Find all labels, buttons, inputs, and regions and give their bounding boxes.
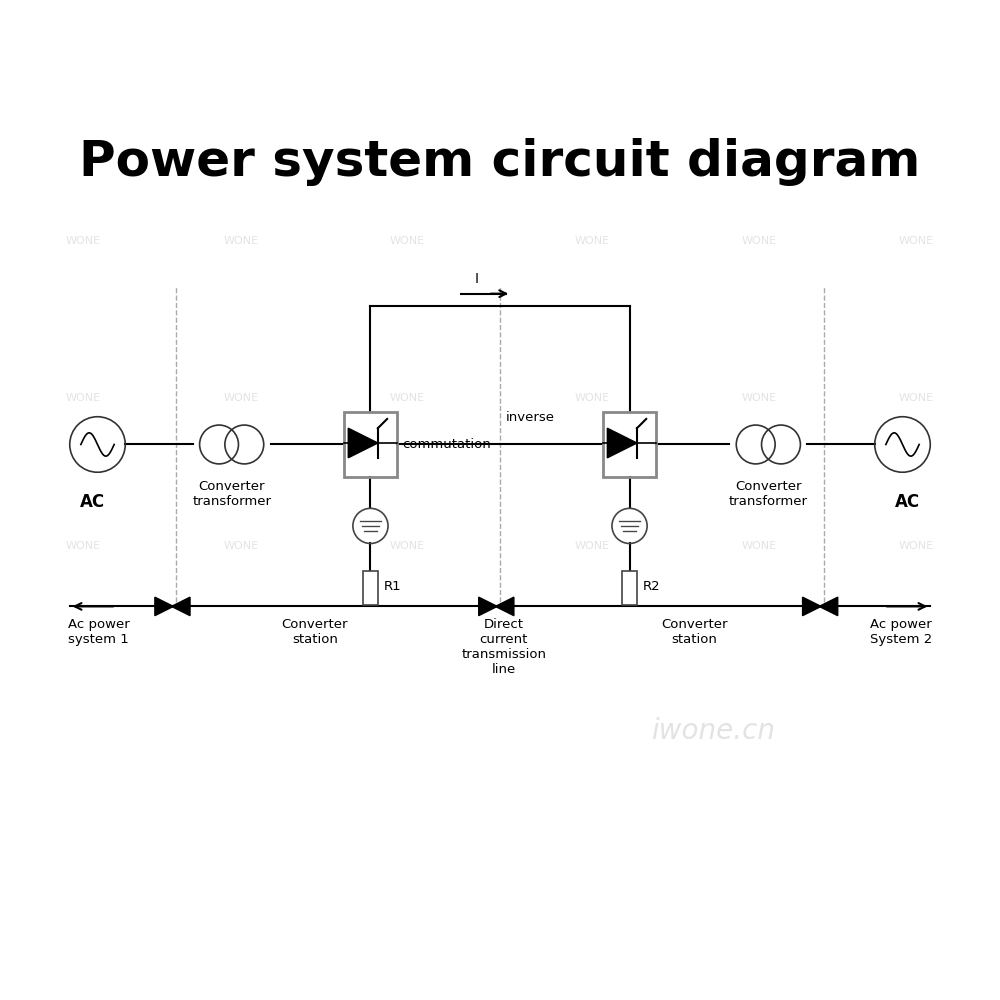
Text: WONE: WONE — [66, 541, 101, 551]
Polygon shape — [155, 597, 173, 616]
Polygon shape — [172, 597, 190, 616]
Text: WONE: WONE — [575, 236, 610, 246]
Bar — [363, 571, 378, 605]
Text: commutation: commutation — [402, 438, 491, 451]
Polygon shape — [495, 597, 514, 616]
Bar — [622, 571, 637, 605]
Text: WONE: WONE — [66, 393, 101, 403]
Text: WONE: WONE — [390, 393, 425, 403]
Text: Converter
transformer: Converter transformer — [729, 480, 808, 508]
Text: WONE: WONE — [66, 236, 101, 246]
Text: Power system circuit diagram: Power system circuit diagram — [79, 138, 921, 186]
Text: R1: R1 — [383, 580, 401, 593]
Text: WONE: WONE — [899, 236, 934, 246]
Text: WONE: WONE — [575, 393, 610, 403]
Text: WONE: WONE — [390, 236, 425, 246]
Text: Direct
current
transmission
line: Direct current transmission line — [461, 618, 546, 676]
Text: I: I — [475, 272, 479, 286]
Text: Ac power
system 1: Ac power system 1 — [68, 618, 130, 646]
Text: WONE: WONE — [390, 541, 425, 551]
Text: WONE: WONE — [742, 541, 777, 551]
Text: Ac power
System 2: Ac power System 2 — [870, 618, 932, 646]
Polygon shape — [803, 597, 821, 616]
Polygon shape — [607, 428, 637, 458]
Polygon shape — [479, 597, 497, 616]
Text: WONE: WONE — [899, 393, 934, 403]
Text: Converter
station: Converter station — [282, 618, 348, 646]
Text: AC: AC — [80, 493, 105, 511]
Text: Converter
transformer: Converter transformer — [192, 480, 271, 508]
Text: R2: R2 — [642, 580, 660, 593]
Text: WONE: WONE — [575, 541, 610, 551]
Text: WONE: WONE — [899, 541, 934, 551]
Text: Converter
station: Converter station — [661, 618, 728, 646]
Polygon shape — [819, 597, 838, 616]
Text: WONE: WONE — [223, 541, 258, 551]
Bar — [344, 412, 397, 477]
Text: AC: AC — [895, 493, 920, 511]
Text: WONE: WONE — [742, 393, 777, 403]
Text: WONE: WONE — [223, 236, 258, 246]
Text: inverse: inverse — [506, 411, 555, 424]
Text: WONE: WONE — [742, 236, 777, 246]
Polygon shape — [348, 428, 378, 458]
Bar — [603, 412, 656, 477]
Text: iwone.cn: iwone.cn — [651, 717, 775, 745]
Text: WONE: WONE — [223, 393, 258, 403]
